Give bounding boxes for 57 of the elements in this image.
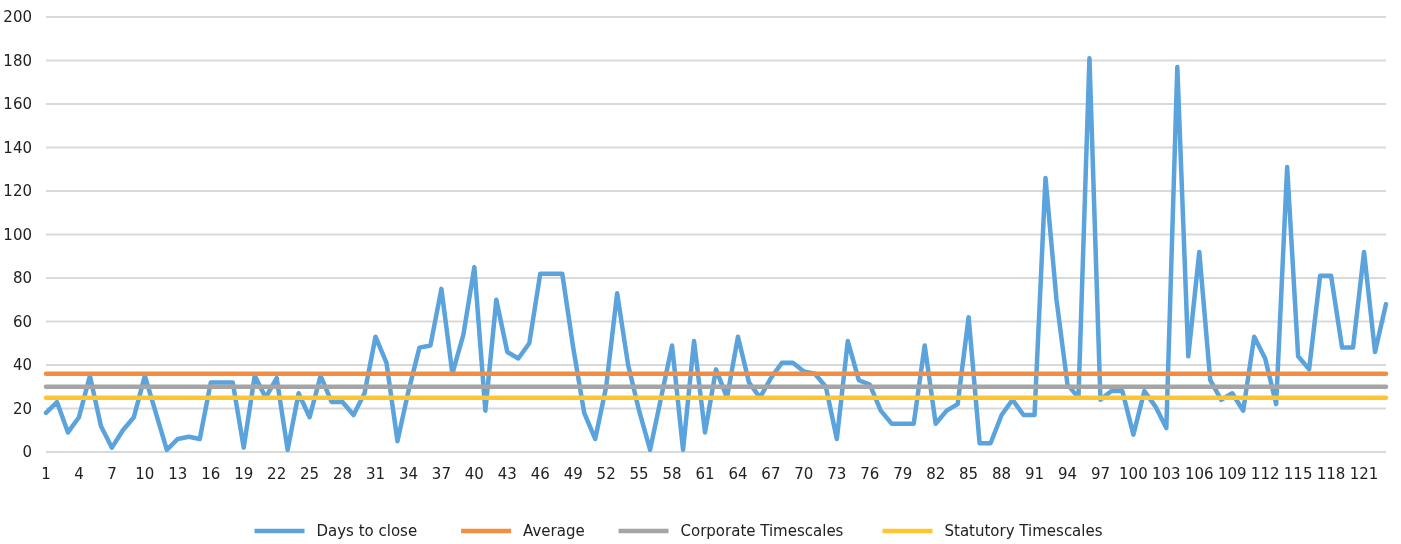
x-tick-label: 31	[365, 465, 386, 483]
y-tick-label: 40	[12, 356, 32, 374]
x-tick-label: 88	[992, 465, 1012, 483]
x-tick-label: 121	[1349, 465, 1379, 483]
y-tick-label: 0	[22, 443, 32, 461]
x-tick-label: 70	[794, 465, 814, 483]
y-tick-label: 60	[12, 312, 32, 331]
x-tick-label: 1	[41, 465, 51, 483]
x-tick-label: 34	[398, 465, 419, 483]
x-tick-label: 13	[168, 465, 188, 483]
x-tick-label: 73	[827, 465, 847, 483]
x-tick-label: 100	[1119, 465, 1148, 483]
x-tick-label: 19	[234, 465, 254, 483]
x-tick-label: 4	[74, 465, 84, 483]
x-tick-label: 28	[333, 465, 353, 483]
x-tick-label: 55	[629, 465, 649, 483]
x-tick-label: 106	[1184, 465, 1214, 483]
x-tick-label: 85	[959, 465, 979, 483]
x-tick-label: 40	[464, 465, 484, 483]
legend-label: Days to close	[316, 522, 418, 540]
x-tick-label: 109	[1217, 465, 1247, 483]
x-tick-label: 37	[431, 465, 451, 483]
x-tick-label: 91	[1024, 465, 1045, 483]
x-tick-label: 52	[596, 465, 616, 483]
legend-label: Corporate Timescales	[680, 522, 844, 540]
x-tick-label: 10	[135, 465, 155, 483]
y-tick-label: 140	[3, 138, 32, 157]
x-tick-label: 79	[893, 465, 913, 483]
y-tick-label: 200	[3, 8, 32, 26]
x-tick-label: 82	[926, 465, 946, 483]
x-tick-label: 22	[267, 465, 287, 483]
y-tick-label: 160	[3, 95, 32, 113]
x-tick-label: 112	[1250, 465, 1280, 483]
x-tick-label: 46	[530, 465, 550, 483]
y-tick-label: 20	[12, 399, 32, 418]
x-tick-label: 49	[563, 465, 583, 483]
x-tick-label: 61	[695, 465, 715, 483]
x-tick-label: 7	[107, 465, 117, 483]
x-tick-label: 76	[860, 465, 880, 483]
x-tick-label: 64	[728, 465, 748, 483]
x-tick-label: 118	[1316, 465, 1346, 483]
y-tick-label: 120	[3, 182, 32, 200]
legend-label: Average	[523, 522, 585, 540]
x-tick-label: 94	[1057, 465, 1078, 483]
x-tick-label: 103	[1152, 465, 1181, 483]
x-tick-label: 115	[1283, 465, 1313, 483]
line-series	[43, 56, 1389, 453]
x-tick-label: 16	[201, 465, 221, 483]
x-tick-label: 67	[761, 465, 781, 483]
y-tick-label: 80	[12, 269, 32, 287]
legend-label: Statutory Timescales	[944, 522, 1103, 540]
y-tick-label: 180	[3, 51, 32, 70]
x-tick-label: 58	[662, 465, 682, 483]
x-tick-label: 97	[1090, 465, 1110, 483]
y-tick-label: 100	[3, 225, 32, 244]
x-tick-label: 43	[497, 465, 517, 483]
x-tick-label: 25	[300, 465, 320, 483]
